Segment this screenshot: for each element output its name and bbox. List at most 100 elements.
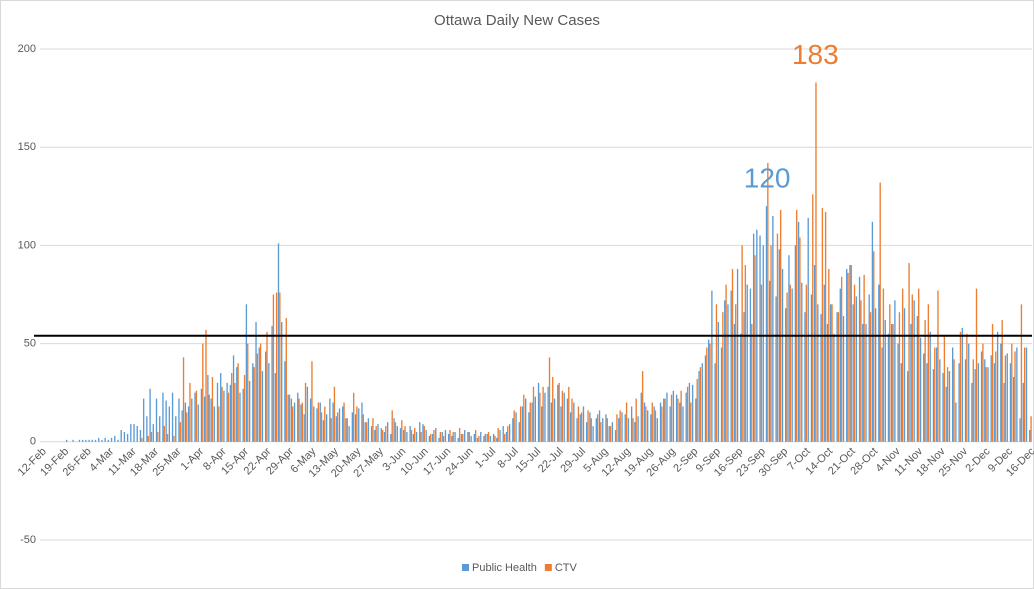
bar [823,284,825,442]
bar [984,359,986,442]
bar [765,206,768,442]
bar [319,402,321,442]
bar [147,435,149,442]
bar [804,312,806,442]
bar [290,398,293,442]
bar [634,422,636,442]
bar [991,323,994,442]
bar [213,406,215,442]
bar [256,353,259,442]
bar [243,375,246,442]
bar [478,435,480,442]
bar [354,414,357,442]
bar [596,414,599,442]
bar [746,284,748,442]
bar [690,402,692,442]
bar [580,412,583,442]
bar [892,323,894,442]
bar [508,424,511,442]
bar [391,410,393,442]
bar [232,355,235,442]
bar [300,404,302,442]
bar [706,347,708,442]
bar [611,422,614,442]
bar [285,318,287,442]
bar [512,418,514,442]
bar [975,288,978,442]
bar [98,437,100,442]
bar [229,384,232,442]
bar [807,217,809,442]
bar [571,398,573,442]
bar [943,335,946,442]
bar [425,430,427,442]
bar [179,422,181,442]
bar [913,300,915,442]
bar [150,431,153,442]
bar [776,233,779,442]
legend-label: Public Health [472,562,537,574]
bar [358,408,360,442]
bar [234,382,236,442]
bar [828,268,830,442]
bar [316,408,318,442]
bar [104,437,106,442]
bar [643,402,646,442]
bar [576,418,578,442]
bar [468,431,470,442]
bar [794,245,797,442]
bar [715,304,718,442]
bar [698,371,700,442]
bar [948,371,951,442]
bar [394,422,397,442]
bar [691,384,694,442]
bar [781,268,784,442]
bar [171,392,174,442]
bar [81,439,84,442]
bar [966,333,968,442]
bar [873,251,875,442]
bar [191,398,193,442]
bar [401,420,403,442]
legend-swatch [462,564,469,571]
bar [370,426,373,442]
bar [438,437,440,442]
bar [939,359,941,442]
bar [248,380,251,442]
bar [431,433,434,442]
bar [515,412,517,442]
bar [884,320,886,442]
bar [332,402,334,442]
bar [561,390,564,442]
bar [372,418,374,442]
bar [200,388,203,442]
bar [837,312,840,442]
bar [590,418,592,442]
bar [982,343,984,442]
bar [701,363,703,442]
bar [255,321,257,442]
bar [390,433,392,442]
bar [187,406,190,442]
bar [863,274,865,442]
bar [908,263,910,442]
bar [476,437,479,442]
bar [945,386,947,442]
bar [521,406,524,442]
bar [480,431,482,442]
bar [661,406,663,442]
bar [645,406,647,442]
bar [772,215,774,442]
bar [346,418,348,442]
bar [725,284,727,442]
bar [531,402,533,442]
bar [669,406,671,442]
bar [630,406,633,442]
bar [202,343,204,442]
bar [824,212,827,442]
bar [1009,363,1012,442]
bar [385,426,387,442]
bar [324,406,326,442]
bar [598,410,601,442]
bar [990,355,992,442]
